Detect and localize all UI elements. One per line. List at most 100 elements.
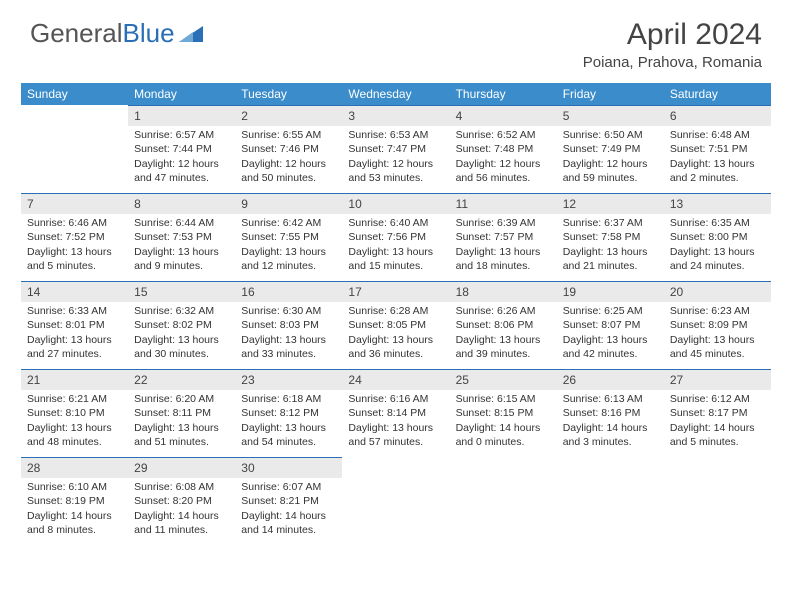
sunset-text: Sunset: 8:10 PM — [27, 406, 122, 420]
sunset-text: Sunset: 7:58 PM — [563, 230, 658, 244]
calendar-day-cell: 3Sunrise: 6:53 AMSunset: 7:47 PMDaylight… — [342, 105, 449, 193]
calendar-week-row: 21Sunrise: 6:21 AMSunset: 8:10 PMDayligh… — [21, 369, 771, 457]
calendar-day-cell: 17Sunrise: 6:28 AMSunset: 8:05 PMDayligh… — [342, 281, 449, 369]
daylight-text: Daylight: 13 hours and 21 minutes. — [563, 245, 658, 273]
sunrise-text: Sunrise: 6:16 AM — [348, 392, 443, 406]
day-details: Sunrise: 6:37 AMSunset: 7:58 PMDaylight:… — [557, 214, 664, 277]
weekday-row: SundayMondayTuesdayWednesdayThursdayFrid… — [21, 83, 771, 105]
sunrise-text: Sunrise: 6:21 AM — [27, 392, 122, 406]
sunset-text: Sunset: 8:19 PM — [27, 494, 122, 508]
calendar-day-cell: 21Sunrise: 6:21 AMSunset: 8:10 PMDayligh… — [21, 369, 128, 457]
sunset-text: Sunset: 7:56 PM — [348, 230, 443, 244]
calendar-day-cell — [664, 457, 771, 545]
daylight-text: Daylight: 14 hours and 0 minutes. — [456, 421, 551, 449]
calendar-week-row: 14Sunrise: 6:33 AMSunset: 8:01 PMDayligh… — [21, 281, 771, 369]
daylight-text: Daylight: 12 hours and 59 minutes. — [563, 157, 658, 185]
daylight-text: Daylight: 13 hours and 9 minutes. — [134, 245, 229, 273]
calendar-day-cell: 23Sunrise: 6:18 AMSunset: 8:12 PMDayligh… — [235, 369, 342, 457]
logo-text-1: General — [30, 18, 123, 49]
sunset-text: Sunset: 8:21 PM — [241, 494, 336, 508]
sunrise-text: Sunrise: 6:40 AM — [348, 216, 443, 230]
daylight-text: Daylight: 13 hours and 30 minutes. — [134, 333, 229, 361]
day-number: 27 — [664, 369, 771, 390]
day-number: 15 — [128, 281, 235, 302]
calendar-week-row: 1Sunrise: 6:57 AMSunset: 7:44 PMDaylight… — [21, 105, 771, 193]
calendar-day-cell: 26 Sunrise: 6:13 AMSunset: 8:16 PMDayligh… — [557, 369, 664, 457]
calendar-day-cell — [21, 105, 128, 193]
sunset-text: Sunset: 8:16 PM — [563, 406, 658, 420]
sunrise-text: Sunrise: 6:26 AM — [456, 304, 551, 318]
calendar-day-cell: 15Sunrise: 6:32 AMSunset: 8:02 PMDayligh… — [128, 281, 235, 369]
day-number: 17 — [342, 281, 449, 302]
calendar-day-cell: 5Sunrise: 6:50 AMSunset: 7:49 PMDaylight… — [557, 105, 664, 193]
calendar-day-cell: 24Sunrise: 6:16 AMSunset: 8:14 PMDayligh… — [342, 369, 449, 457]
logo: GeneralBlue — [30, 18, 203, 49]
sunset-text: Sunset: 8:17 PM — [670, 406, 765, 420]
calendar-day-cell — [450, 457, 557, 545]
daylight-text: Daylight: 13 hours and 39 minutes. — [456, 333, 551, 361]
weekday-header: Sunday — [21, 83, 128, 105]
daylight-text: Daylight: 14 hours and 5 minutes. — [670, 421, 765, 449]
calendar-table: SundayMondayTuesdayWednesdayThursdayFrid… — [21, 83, 771, 545]
calendar-day-cell: 10Sunrise: 6:40 AMSunset: 7:56 PMDayligh… — [342, 193, 449, 281]
sunrise-text: Sunrise: 6:23 AM — [670, 304, 765, 318]
sunrise-text: Sunrise: 6:55 AM — [241, 128, 336, 142]
sunset-text: Sunset: 8:14 PM — [348, 406, 443, 420]
day-details: Sunrise: 6:57 AMSunset: 7:44 PMDaylight:… — [128, 126, 235, 189]
sunrise-text: Sunrise: 6:20 AM — [134, 392, 229, 406]
sunrise-text: Sunrise: 6:39 AM — [456, 216, 551, 230]
sunrise-text: Sunrise: 6:46 AM — [27, 216, 122, 230]
sunset-text: Sunset: 7:44 PM — [134, 142, 229, 156]
sunrise-text: Sunrise: 6:37 AM — [563, 216, 658, 230]
calendar-day-cell: 28Sunrise: 6:10 AMSunset: 8:19 PMDayligh… — [21, 457, 128, 545]
calendar-day-cell: 18Sunrise: 6:26 AMSunset: 8:06 PMDayligh… — [450, 281, 557, 369]
day-details: Sunrise: 6:55 AMSunset: 7:46 PMDaylight:… — [235, 126, 342, 189]
day-details: Sunrise: 6:35 AMSunset: 8:00 PMDaylight:… — [664, 214, 771, 277]
sunrise-text: Sunrise: 6:12 AM — [670, 392, 765, 406]
weekday-header: Wednesday — [342, 83, 449, 105]
day-number: 7 — [21, 193, 128, 214]
sunrise-text: Sunrise: 6:35 AM — [670, 216, 765, 230]
sunset-text: Sunset: 8:00 PM — [670, 230, 765, 244]
sunset-text: Sunset: 7:57 PM — [456, 230, 551, 244]
daylight-text: Daylight: 14 hours and 8 minutes. — [27, 509, 122, 537]
sunset-text: Sunset: 7:53 PM — [134, 230, 229, 244]
daylight-text: Daylight: 14 hours and 11 minutes. — [134, 509, 229, 537]
day-number: 20 — [664, 281, 771, 302]
day-number: 28 — [21, 457, 128, 478]
day-number: 21 — [21, 369, 128, 390]
sunrise-text: Sunrise: 6:13 AM — [563, 392, 658, 406]
weekday-header: Monday — [128, 83, 235, 105]
sunset-text: Sunset: 8:06 PM — [456, 318, 551, 332]
sunset-text: Sunset: 7:48 PM — [456, 142, 551, 156]
logo-triangle-icon — [179, 18, 203, 49]
day-number: 26 — [557, 369, 664, 390]
sunset-text: Sunset: 8:03 PM — [241, 318, 336, 332]
calendar-day-cell: 8Sunrise: 6:44 AMSunset: 7:53 PMDaylight… — [128, 193, 235, 281]
sunset-text: Sunset: 7:52 PM — [27, 230, 122, 244]
day-details: Sunrise: 6:48 AMSunset: 7:51 PMDaylight:… — [664, 126, 771, 189]
day-number: 18 — [450, 281, 557, 302]
day-details: Sunrise: 6:18 AMSunset: 8:12 PMDaylight:… — [235, 390, 342, 453]
sunrise-text: Sunrise: 6:52 AM — [456, 128, 551, 142]
day-number: 4 — [450, 105, 557, 126]
day-number: 22 — [128, 369, 235, 390]
calendar-day-cell: 9Sunrise: 6:42 AMSunset: 7:55 PMDaylight… — [235, 193, 342, 281]
calendar-day-cell: 12Sunrise: 6:37 AMSunset: 7:58 PMDayligh… — [557, 193, 664, 281]
calendar-day-cell: 22Sunrise: 6:20 AMSunset: 8:11 PMDayligh… — [128, 369, 235, 457]
day-details: Sunrise: 6:21 AMSunset: 8:10 PMDaylight:… — [21, 390, 128, 453]
daylight-text: Daylight: 12 hours and 50 minutes. — [241, 157, 336, 185]
calendar-day-cell: 6Sunrise: 6:48 AMSunset: 7:51 PMDaylight… — [664, 105, 771, 193]
day-number: 1 — [128, 105, 235, 126]
calendar-day-cell: 2Sunrise: 6:55 AMSunset: 7:46 PMDaylight… — [235, 105, 342, 193]
daylight-text: Daylight: 14 hours and 3 minutes. — [563, 421, 658, 449]
day-number: 12 — [557, 193, 664, 214]
sunset-text: Sunset: 8:15 PM — [456, 406, 551, 420]
day-details: Sunrise: 6:44 AMSunset: 7:53 PMDaylight:… — [128, 214, 235, 277]
daylight-text: Daylight: 13 hours and 48 minutes. — [27, 421, 122, 449]
weekday-header: Saturday — [664, 83, 771, 105]
day-details: Sunrise: 6:20 AMSunset: 8:11 PMDaylight:… — [128, 390, 235, 453]
sunset-text: Sunset: 7:47 PM — [348, 142, 443, 156]
sunrise-text: Sunrise: 6:33 AM — [27, 304, 122, 318]
day-details: Sunrise: 6:26 AMSunset: 8:06 PMDaylight:… — [450, 302, 557, 365]
